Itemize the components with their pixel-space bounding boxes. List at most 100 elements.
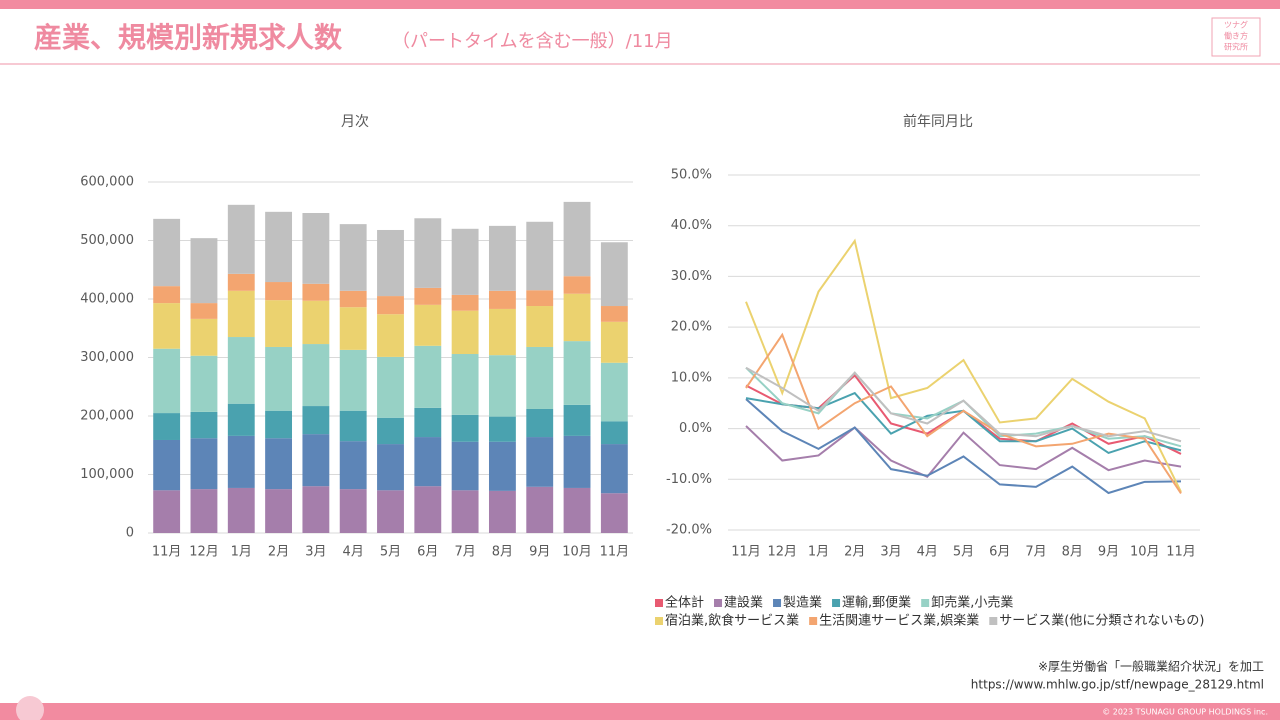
- x-tick-label: 12月: [767, 545, 797, 560]
- y-tick-label: 0.0%: [679, 421, 712, 436]
- bar-segment: [600, 242, 628, 307]
- x-tick-label: 6月: [417, 545, 438, 560]
- legend-label: 建設業: [724, 595, 763, 611]
- bar-segment: [377, 490, 404, 533]
- bar-segment: [526, 486, 554, 533]
- bar-segment: [190, 438, 218, 490]
- bar-segment: [563, 435, 591, 488]
- bar-segment: [377, 314, 404, 357]
- y-tick-label: 30.0%: [671, 269, 712, 284]
- legend-label: 全体計: [665, 595, 704, 611]
- bar-segment: [227, 435, 255, 488]
- y-tick-label: 500,000: [80, 233, 134, 248]
- legend-label: 製造業: [783, 595, 822, 611]
- x-tick-label: 8月: [1062, 545, 1083, 560]
- bar-segment: [227, 290, 255, 338]
- legend-swatch: [832, 599, 841, 607]
- bar-segment: [414, 486, 442, 533]
- x-tick-label: 11月: [600, 545, 630, 560]
- bar-segment: [265, 211, 293, 283]
- bar-segment: [227, 204, 255, 274]
- bar-segment: [339, 307, 367, 350]
- line-series: [745, 366, 1182, 443]
- y-tick-label: -10.0%: [666, 472, 712, 487]
- bar-segment: [526, 290, 554, 307]
- x-tick-label: 10月: [562, 545, 592, 560]
- x-tick-label: 11月: [152, 545, 182, 560]
- bar-segment: [526, 221, 554, 291]
- y-tick-label: 600,000: [80, 175, 134, 190]
- bar-segment: [190, 355, 218, 412]
- bar-segment: [414, 304, 442, 346]
- bar-segment: [227, 403, 255, 436]
- bar-segment: [302, 213, 330, 284]
- legend-swatch: [655, 599, 663, 607]
- legend-swatch: [655, 617, 663, 625]
- bar-segment: [488, 355, 516, 417]
- bar-segment: [526, 346, 554, 409]
- x-tick-label: 10月: [1130, 545, 1160, 560]
- line-series: [745, 238, 1182, 493]
- bar-segment: [339, 410, 367, 442]
- line-series: [745, 332, 1182, 495]
- bar-segment: [265, 346, 293, 411]
- bar-segment: [451, 294, 479, 311]
- bar-segment: [265, 300, 293, 347]
- bar-segment: [153, 490, 181, 533]
- y-tick-label: 10.0%: [671, 370, 712, 385]
- x-tick-label: 2月: [844, 545, 865, 560]
- bar-segment: [600, 493, 628, 533]
- bar-segment: [377, 356, 404, 418]
- page-badge: [16, 696, 44, 720]
- legend-swatch: [773, 599, 782, 607]
- y-tick-label: 20.0%: [671, 320, 712, 335]
- bar-segment: [190, 411, 218, 439]
- bar-segment: [302, 406, 330, 435]
- legend-swatch: [989, 617, 998, 625]
- bar-segment: [377, 296, 404, 315]
- bar-segment: [153, 286, 181, 304]
- x-tick-label: 4月: [343, 545, 364, 560]
- bar-segment: [563, 404, 591, 436]
- bar-segment: [414, 218, 442, 288]
- chart-title: 前年同月比: [903, 113, 973, 130]
- y-tick-label: 100,000: [80, 467, 134, 482]
- x-tick-label: 5月: [953, 545, 974, 560]
- logo-text: 研究所: [1224, 42, 1248, 52]
- legend-swatch: [714, 599, 723, 607]
- x-tick-label: 1月: [231, 545, 252, 560]
- line-series: [745, 373, 1182, 455]
- x-tick-label: 7月: [454, 545, 475, 560]
- y-tick-label: 50.0%: [671, 168, 712, 183]
- bar-segment: [488, 308, 516, 356]
- bar-segment: [265, 489, 293, 533]
- bar-segment: [488, 441, 516, 491]
- bar-segment: [414, 407, 442, 438]
- source-url: https://www.mhlw.go.jp/stf/newpage_28129…: [971, 678, 1264, 692]
- bar-segment: [227, 273, 255, 291]
- bar-segment: [526, 306, 554, 347]
- legend-label: サービス業(他に分類されないもの): [999, 613, 1204, 629]
- bar-segment: [377, 229, 404, 297]
- bar-segment: [265, 410, 293, 439]
- bar-segment: [377, 444, 404, 491]
- x-tick-label: 3月: [880, 545, 901, 560]
- bar-segment: [302, 434, 330, 487]
- bar-segment: [339, 290, 367, 308]
- legend-swatch: [809, 617, 818, 625]
- bar-segment: [302, 300, 330, 345]
- bar-segment: [563, 341, 591, 405]
- x-tick-label: 4月: [917, 545, 938, 560]
- bar-segment: [153, 413, 181, 440]
- legend-label: 運輸,郵便業: [842, 595, 911, 611]
- x-tick-label: 11月: [731, 545, 761, 560]
- y-tick-label: 200,000: [80, 409, 134, 424]
- bar-segment: [488, 290, 516, 309]
- line-series: [745, 425, 1182, 478]
- bar-segment: [153, 303, 181, 349]
- x-tick-label: 7月: [1025, 545, 1046, 560]
- bar-segment: [339, 349, 367, 411]
- bar-segment: [600, 444, 628, 494]
- x-tick-label: 2月: [268, 545, 289, 560]
- bar-segment: [302, 486, 330, 533]
